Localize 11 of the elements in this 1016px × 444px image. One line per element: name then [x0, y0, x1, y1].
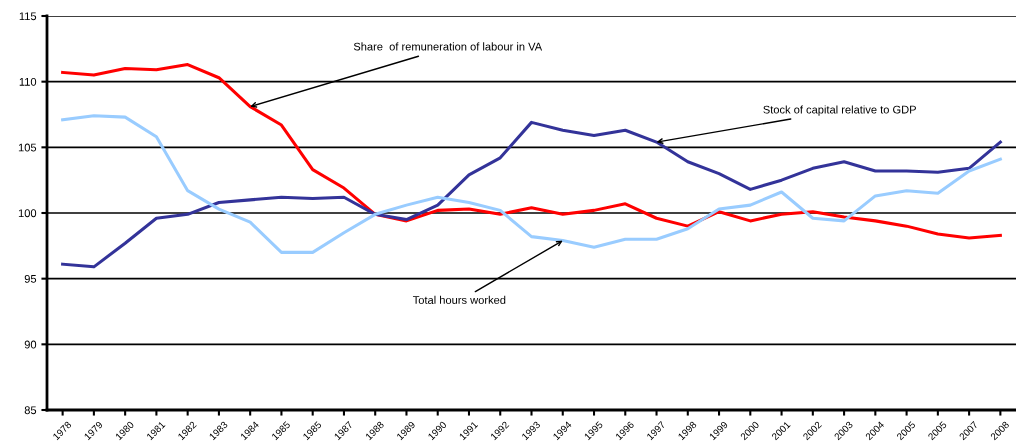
y-tick-label: 110 [19, 77, 37, 86]
annotation: Total hours worked [412, 295, 506, 304]
y-tick-label: 95 [24, 274, 37, 283]
y-tick-label: 105 [18, 143, 37, 152]
y-tick-label: 100 [18, 209, 37, 218]
annotation: Share of remuneration of labour in VA [353, 42, 543, 51]
y-tick-label: 85 [24, 406, 37, 415]
line-series [61, 63, 1002, 240]
y-tick-label: 90 [24, 340, 37, 349]
annotation: Stock of capital relative to GDP [763, 105, 916, 116]
y-tick-label: 115 [19, 12, 37, 21]
